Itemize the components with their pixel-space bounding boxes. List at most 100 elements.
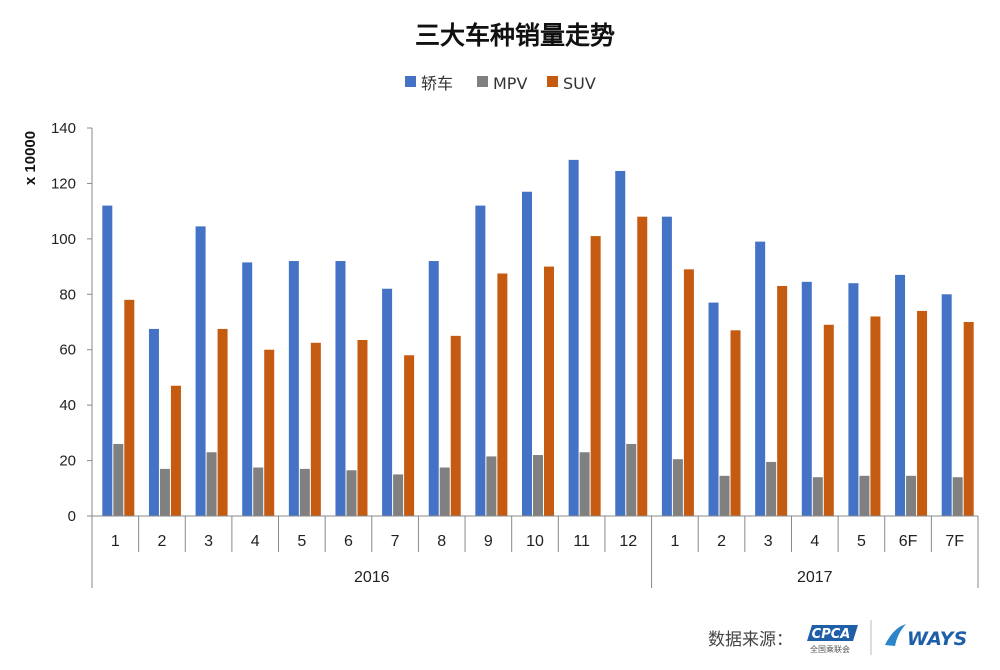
y-tick-label: 80 [59,286,76,303]
bar-sedan [848,283,859,516]
bar-sedan [148,328,159,516]
x-tick-label: 7F [945,533,964,550]
bar-sedan [895,274,906,516]
bar-mpv [579,452,590,516]
legend-swatch-sedan [405,76,416,87]
y-tick-label: 100 [51,231,76,248]
x-tick-label: 5 [297,533,306,550]
legend-swatch-suv [547,76,558,87]
bar-mpv [812,477,823,516]
bar-suv [497,273,508,516]
bar-suv [124,299,135,516]
bar-mpv [766,461,777,516]
y-tick-label: 0 [68,508,76,525]
x-tick-label: 2 [157,533,166,550]
bar-sedan [615,170,626,516]
bar-suv [730,330,741,516]
bar-mpv [859,475,870,516]
cpca-logo-text: CPCA [812,627,851,642]
x-tick-label: 3 [204,533,213,550]
y-axis-ticks: 0 20 40 60 80 100 120 140 [51,120,93,525]
y-tick-label: 140 [51,120,76,137]
bar-mpv [486,456,497,516]
footer: 数据来源： CPCA 全国乘联会 WAYS [708,620,967,655]
bar-mpv [299,468,310,516]
bar-sedan [428,261,439,516]
bar-mpv [533,455,543,516]
bar-sedan [335,261,346,516]
bar-sedan [195,226,206,516]
bar-suv [917,310,928,516]
legend-label-mpv: MPV [493,74,527,93]
source-label: 数据来源： [708,630,793,650]
bar-suv [217,328,228,516]
bar-mpv [393,474,404,516]
bar-mpv [672,459,683,516]
bar-mpv [206,452,217,516]
cpca-logo-subtext: 全国乘联会 [810,644,850,654]
x-tick-label: 4 [251,533,260,550]
bar-suv [310,342,321,516]
bar-sedan [102,205,113,516]
ways-logo-text: WAYS [907,628,967,650]
x-group-label: 2016 [354,569,390,586]
bar-sedan [475,205,486,516]
bar-sedan [801,281,812,516]
legend-label-suv: SUV [563,74,596,93]
bar-suv [823,324,834,516]
y-tick-label: 60 [59,342,76,359]
bar-suv [170,385,181,516]
x-tick-label: 7 [391,533,400,550]
bar-mpv [906,475,917,516]
y-tick-label: 20 [59,453,76,470]
bar-mpv [626,443,637,516]
x-tick-label: 5 [857,533,866,550]
ways-logo: WAYS [885,624,967,650]
bar-suv [264,349,275,516]
legend: 轿车 MPV SUV [405,74,596,93]
bars [102,159,974,517]
bar-sedan [941,294,952,516]
x-tick-label: 6F [899,533,918,550]
legend-swatch-mpv [477,76,488,87]
bar-sedan [288,261,299,516]
bar-suv [357,340,368,516]
y-tick-label: 40 [59,397,76,414]
x-tick-label: 11 [573,533,590,550]
x-tick-label: 12 [619,533,637,550]
bar-sedan [755,241,766,516]
legend-label-sedan: 轿车 [421,74,453,93]
x-tick-label: 1 [111,533,120,550]
bar-mpv [719,475,730,516]
x-tick-label: 1 [670,533,679,550]
x-tick-label: 9 [484,533,493,550]
bar-suv [777,285,788,516]
x-group-label: 2017 [797,569,833,586]
bar-mpv [952,477,963,516]
cpca-logo: CPCA 全国乘联会 [807,625,858,654]
bar-suv [450,335,461,516]
y-tick-label: 120 [51,175,76,192]
bar-mpv [113,443,124,516]
bar-suv [637,216,648,516]
x-tick-label: 3 [764,533,773,550]
bar-mpv [346,470,357,516]
bar-sedan [708,302,719,516]
bar-suv [404,355,415,516]
x-tick-label: 6 [344,533,353,550]
bar-mpv [159,468,170,516]
chart-title: 三大车种销量走势 [415,21,615,50]
bar-suv [590,236,601,517]
bar-suv [963,322,974,516]
x-tick-label: 4 [810,533,819,550]
x-tick-label: 10 [526,533,544,550]
bar-suv [544,266,554,516]
bar-sedan [568,159,579,516]
bar-sedan [661,216,672,516]
y-axis-label: x 10000 [22,131,39,185]
x-tick-label: 2 [717,533,726,550]
bar-sedan [382,288,393,516]
bar-suv [870,316,881,516]
